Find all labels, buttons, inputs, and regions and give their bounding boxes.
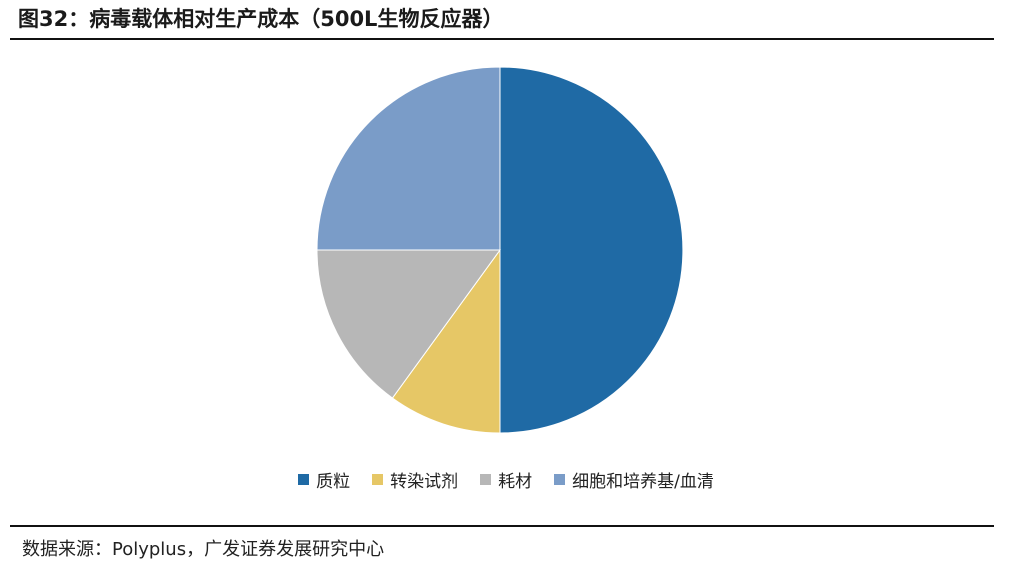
- legend-label: 质粒: [316, 471, 351, 492]
- pie-chart: [316, 66, 684, 434]
- legend-label: 转染试剂: [390, 471, 459, 492]
- legend-swatch: [298, 473, 310, 485]
- legend-item-plasmid: 质粒: [298, 467, 350, 492]
- source-note: 数据来源：Polyplus，广发证券发展研究中心: [22, 539, 385, 560]
- pie-slice-transfection-reagent: [391, 248, 501, 434]
- figure-title: 图32：病毒载体相对生产成本（500L生物反应器）: [18, 7, 504, 31]
- chart-legend: 质粒 转染试剂 耗材 细胞和培养基/血清: [0, 466, 1012, 492]
- legend-label: 耗材: [498, 471, 533, 492]
- pie-slice-cells-media-serum: [316, 66, 501, 251]
- legend-swatch: [372, 473, 384, 485]
- legend-swatch: [480, 473, 492, 485]
- legend-item-transfection-reagent: 转染试剂: [372, 467, 458, 492]
- pie-slice-consumables: [316, 249, 501, 399]
- top-divider: [10, 38, 994, 40]
- legend-label: 细胞和培养基/血清: [572, 471, 714, 492]
- pie-slice-plasmid: [499, 66, 684, 434]
- legend-item-cells-media-serum: 细胞和培养基/血清: [554, 467, 714, 492]
- legend-item-consumables: 耗材: [480, 467, 532, 492]
- legend-swatch: [554, 473, 566, 485]
- bottom-divider: [10, 525, 994, 527]
